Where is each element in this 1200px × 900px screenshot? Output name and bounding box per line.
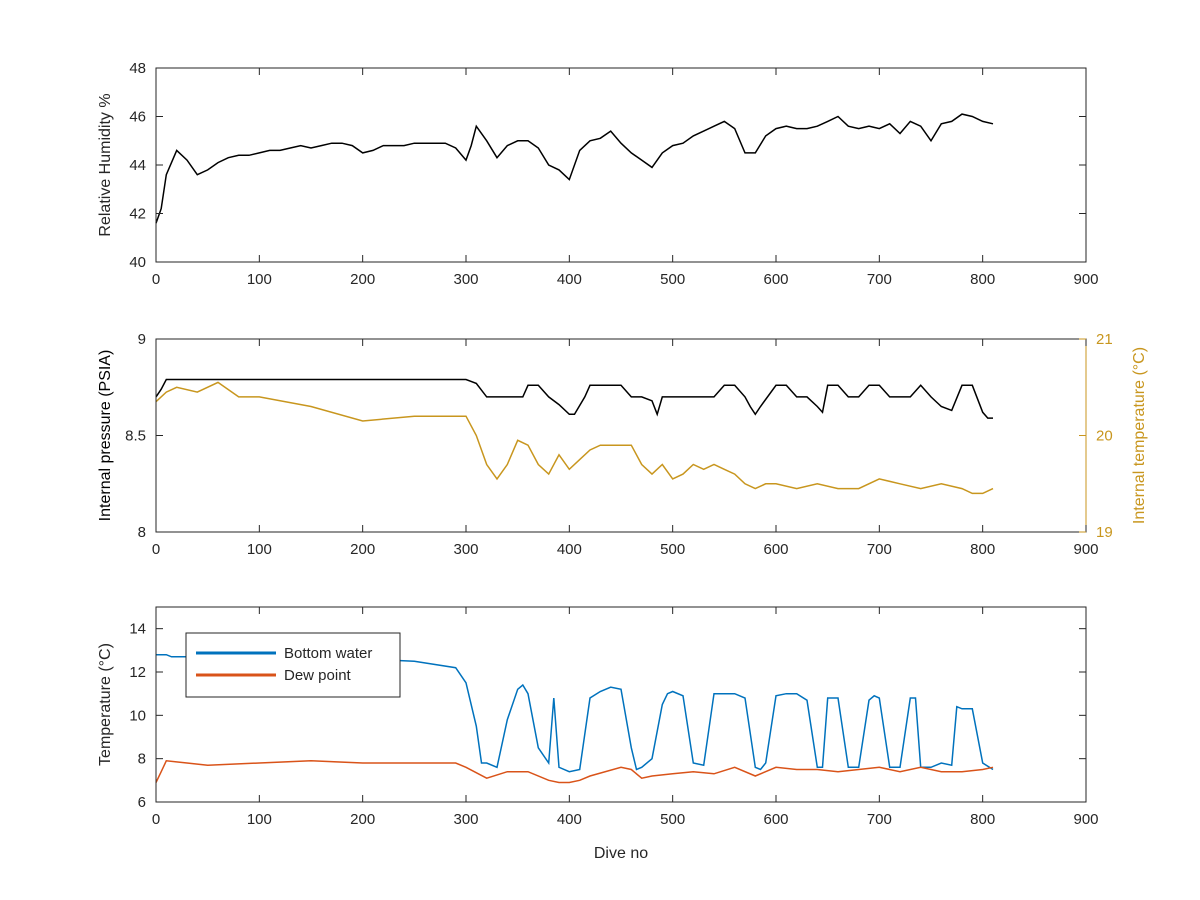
x-tick-label: 600 — [763, 811, 788, 828]
x-tick-label: 700 — [867, 271, 892, 288]
x-tick-label: 100 — [247, 811, 272, 828]
y-tick-label: 9 — [138, 331, 146, 348]
legend-label: Dew point — [284, 667, 352, 684]
x-tick-label: 700 — [867, 811, 892, 828]
y-tick-label: 12 — [129, 664, 146, 681]
x-tick-label: 400 — [557, 811, 582, 828]
y-right-tick-label: 20 — [1096, 428, 1113, 445]
x-tick-label: 500 — [660, 811, 685, 828]
x-tick-label: 800 — [970, 541, 995, 558]
y-tick-label: 48 — [129, 60, 146, 77]
x-tick-label: 400 — [557, 271, 582, 288]
series-line-1-1 — [155, 113, 994, 224]
x-tick-label: 0 — [152, 541, 160, 558]
y-tick-label: 8 — [138, 524, 146, 541]
x-tick-label: 600 — [763, 271, 788, 288]
y-tick-label: 10 — [129, 707, 146, 724]
x-tick-label: 900 — [1073, 271, 1098, 288]
series-line-dew-point — [155, 759, 994, 784]
legend-label: Bottom water — [284, 645, 372, 662]
y-tick-label: 44 — [129, 157, 146, 174]
y-tick-label: 42 — [129, 206, 146, 223]
series-line-2-2 — [155, 381, 994, 495]
legend-box — [185, 632, 401, 698]
x-tick-label: 900 — [1073, 541, 1098, 558]
y-tick-label: 40 — [129, 254, 146, 271]
panel-3: 0 100 200 300 400 500 600 700 800 900 6 8 10 12 14 Temp… — [97, 606, 1099, 862]
y-right-tick-label: 21 — [1096, 331, 1113, 348]
x-tick-label: 200 — [350, 541, 375, 558]
x-tick-label: 100 — [247, 541, 272, 558]
panel-2: 0 100 200 300 400 500 600 700 800 900 8 8.5 9 19 20 21 I… — [97, 331, 1148, 558]
plot-box — [155, 67, 1087, 263]
y-axis-label: Internal pressure (PSIA) — [97, 350, 114, 522]
y-tick-label: 6 — [138, 794, 146, 811]
x-tick-label: 900 — [1073, 811, 1098, 828]
series-line-bottom-water — [156, 653, 994, 773]
x-tick-label: 700 — [867, 541, 892, 558]
y-axis-label: Relative Humidity % — [97, 93, 114, 236]
y-tick-label: 8 — [138, 751, 146, 768]
x-tick-label: 800 — [970, 271, 995, 288]
y-tick-label: 46 — [129, 109, 146, 126]
x-tick-label: 600 — [763, 541, 788, 558]
x-tick-label: 200 — [350, 811, 375, 828]
x-tick-label: 0 — [152, 271, 160, 288]
y-axis-label: Temperature (°C) — [97, 643, 114, 766]
series-line-2-1 — [155, 378, 993, 419]
x-tick-label: 500 — [660, 541, 685, 558]
x-tick-label: 0 — [152, 811, 160, 828]
y-right-axis-label: Internal temperature (°C) — [1131, 347, 1148, 524]
y-tick-label: 14 — [129, 621, 146, 638]
panel-1: 0 100 200 300 400 500 600 700 800 900 40 42 44 46 48 Re… — [97, 60, 1099, 288]
plot-box — [155, 606, 1087, 803]
plot-box — [155, 338, 1087, 533]
x-tick-label: 500 — [660, 271, 685, 288]
x-tick-label: 400 — [557, 541, 582, 558]
x-tick-label: 100 — [247, 271, 272, 288]
x-tick-label: 200 — [350, 271, 375, 288]
y-right-tick-label: 19 — [1096, 524, 1113, 541]
x-tick-label: 300 — [453, 811, 478, 828]
x-tick-label: 800 — [970, 811, 995, 828]
y-tick-label: 8.5 — [125, 428, 146, 445]
x-tick-label: 300 — [453, 541, 478, 558]
x-axis-label: Dive no — [594, 845, 648, 862]
x-tick-label: 300 — [453, 271, 478, 288]
legend: Bottom water Dew point — [185, 632, 401, 698]
